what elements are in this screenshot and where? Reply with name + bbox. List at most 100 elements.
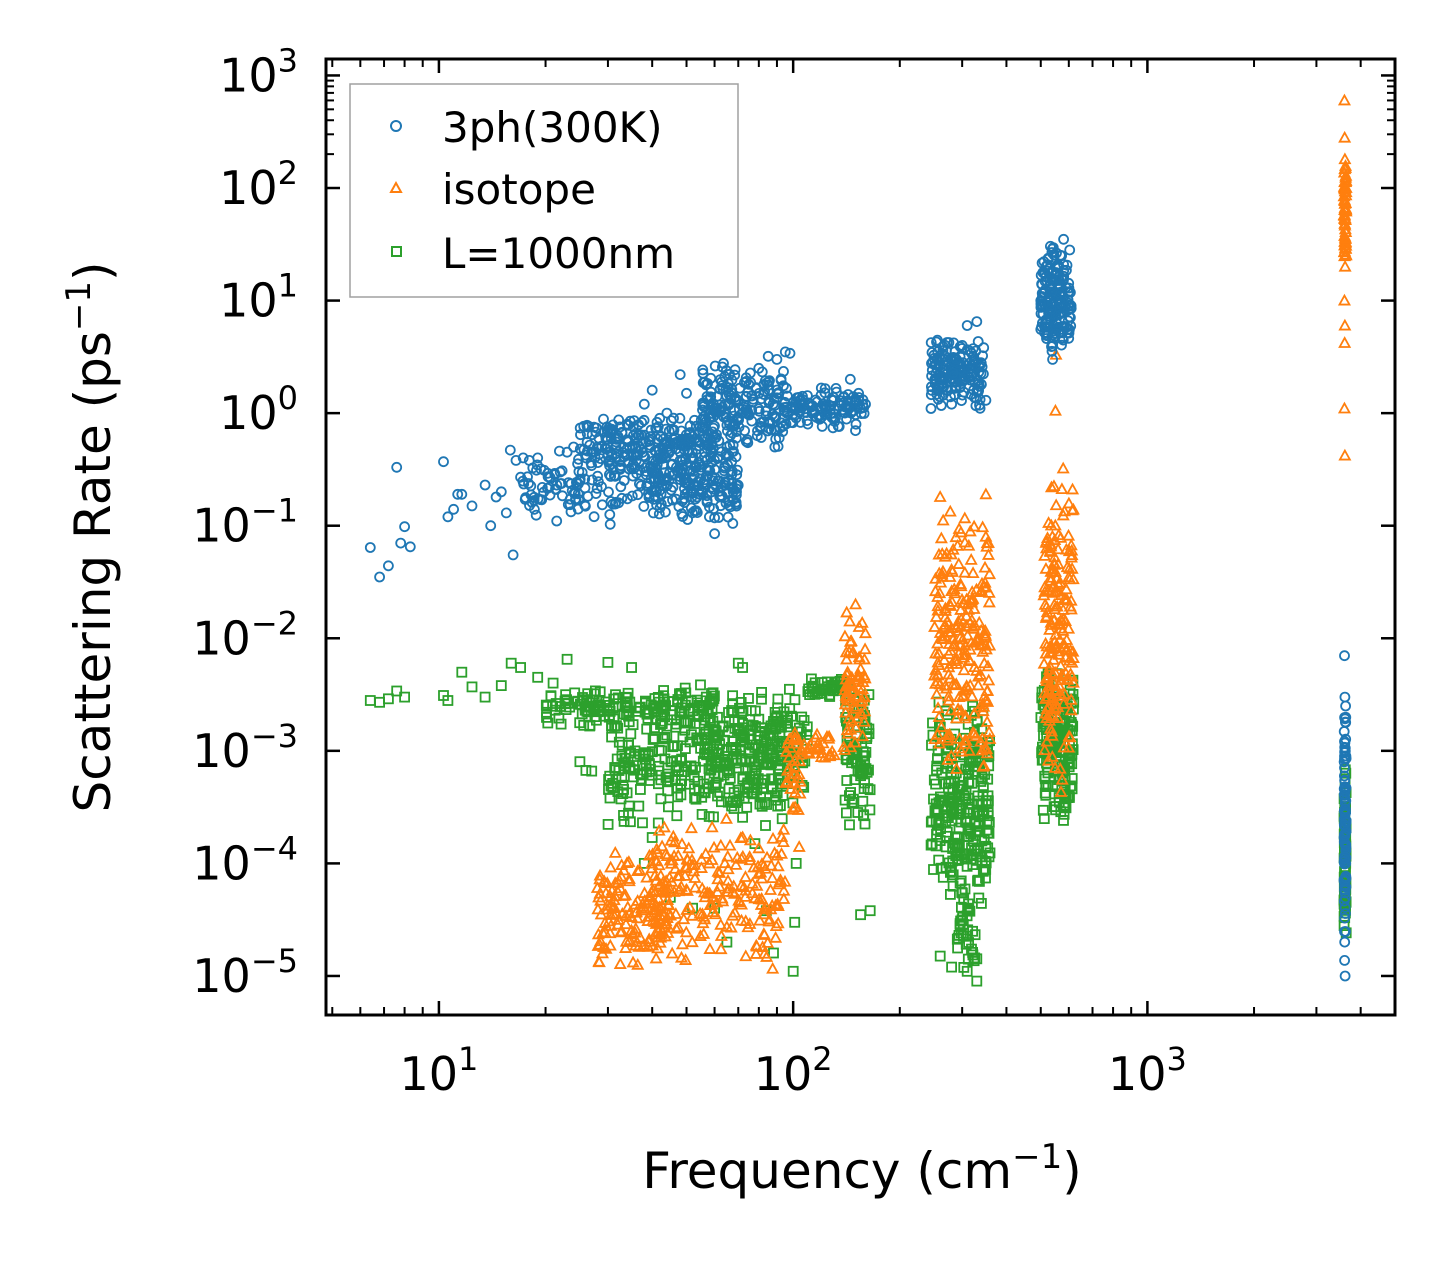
data-point — [697, 909, 711, 922]
data-point — [653, 744, 665, 756]
data-point — [721, 873, 735, 886]
data-point — [954, 612, 968, 625]
data-point — [637, 817, 648, 829]
data-point — [658, 929, 673, 942]
data-point — [951, 796, 963, 807]
data-point — [626, 662, 637, 673]
data-point — [1340, 840, 1352, 852]
data-point — [704, 713, 716, 724]
data-point — [1339, 970, 1351, 982]
data-point — [649, 484, 660, 496]
data-point — [777, 892, 791, 904]
data-point — [791, 733, 806, 746]
data-point — [951, 623, 966, 636]
data-point — [789, 916, 801, 928]
data-point — [1058, 808, 1070, 820]
data-point — [1048, 761, 1062, 773]
data-point — [862, 783, 874, 794]
data-point — [669, 907, 683, 919]
data-point — [811, 736, 825, 749]
data-point — [673, 764, 685, 776]
data-point — [791, 392, 803, 404]
data-point — [662, 768, 674, 780]
data-point — [594, 907, 608, 920]
data-point — [584, 439, 596, 451]
data-point — [674, 474, 686, 486]
data-point — [727, 744, 739, 755]
data-point — [642, 713, 654, 724]
data-point — [571, 476, 582, 488]
data-point — [839, 705, 853, 718]
data-point — [1042, 767, 1054, 779]
data-point — [700, 415, 712, 427]
data-point — [1055, 772, 1069, 785]
data-point — [680, 743, 691, 754]
data-point — [532, 452, 544, 464]
data-point — [705, 820, 719, 833]
data-point — [979, 638, 993, 651]
data-point — [983, 567, 997, 580]
data-point — [685, 935, 699, 948]
data-point — [664, 908, 678, 921]
data-point — [782, 761, 796, 774]
data-point — [779, 776, 793, 788]
data-point — [643, 759, 655, 771]
y-tick-label: 10−1 — [192, 492, 298, 553]
data-point — [755, 871, 769, 884]
data-point — [662, 907, 676, 920]
data-point — [621, 709, 632, 720]
data-point — [744, 753, 755, 765]
data-point — [659, 885, 673, 898]
data-point — [1044, 308, 1056, 320]
data-point — [628, 449, 640, 460]
data-point — [535, 494, 547, 506]
data-point — [639, 429, 650, 441]
data-point — [1044, 679, 1058, 691]
data-point — [603, 486, 614, 498]
data-point — [675, 837, 689, 850]
data-point — [525, 489, 537, 501]
data-point — [838, 683, 852, 695]
data-point — [776, 813, 788, 825]
data-point — [1339, 880, 1350, 892]
data-point — [963, 898, 974, 910]
data-point — [931, 805, 942, 816]
data-point — [703, 942, 717, 954]
data-point — [695, 679, 706, 691]
data-point — [1340, 717, 1352, 728]
data-point — [1040, 781, 1052, 792]
data-point — [859, 777, 870, 789]
y-tick-label: 10−5 — [192, 942, 298, 1003]
data-point — [942, 667, 956, 680]
data-point — [601, 425, 613, 437]
data-point — [715, 500, 727, 512]
data-point — [1039, 561, 1053, 574]
data-point — [523, 478, 534, 489]
data-point — [925, 337, 937, 349]
data-point — [662, 496, 673, 507]
data-point — [724, 772, 736, 784]
data-point — [952, 942, 963, 954]
data-point — [1035, 269, 1047, 281]
data-point — [1339, 926, 1350, 937]
data-point — [975, 584, 989, 596]
data-point — [726, 885, 740, 898]
data-point — [982, 806, 994, 817]
data-point — [707, 746, 718, 758]
data-point — [1048, 249, 1060, 261]
data-point — [655, 793, 667, 805]
data-point — [845, 787, 856, 798]
data-point — [622, 493, 633, 505]
data-point — [736, 830, 750, 843]
data-point — [591, 482, 603, 494]
data-point — [782, 750, 796, 763]
data-point — [763, 376, 774, 388]
data-point — [738, 890, 752, 902]
data-point — [649, 733, 661, 744]
data-point — [681, 387, 692, 399]
data-point — [721, 849, 735, 862]
data-point — [1046, 345, 1058, 357]
data-point — [495, 680, 507, 691]
data-point — [671, 848, 685, 861]
data-point — [515, 662, 526, 673]
